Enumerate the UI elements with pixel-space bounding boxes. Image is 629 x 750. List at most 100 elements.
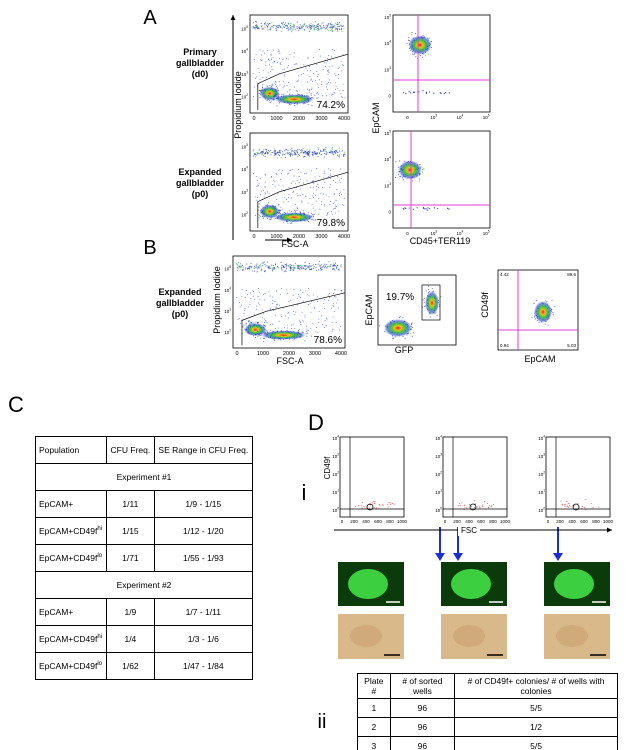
event-dot xyxy=(291,151,293,153)
event-dot xyxy=(269,308,271,309)
x-tick-label: 0 xyxy=(252,234,255,240)
event-dot xyxy=(306,180,308,182)
event-dot xyxy=(308,26,310,28)
event-dot xyxy=(470,506,472,508)
x-tick-label: 2000 xyxy=(293,116,305,122)
event-dot xyxy=(333,179,334,181)
event-dot xyxy=(325,24,327,26)
event-dot xyxy=(423,168,425,170)
event-dot xyxy=(333,303,335,305)
event-dot xyxy=(272,183,274,185)
event-dot xyxy=(304,29,306,31)
tick-exp: 4 xyxy=(440,435,442,439)
event-dot xyxy=(312,57,314,59)
event-dot xyxy=(237,262,239,264)
event-dot xyxy=(278,50,280,52)
tick-base: 10 xyxy=(332,436,338,441)
event-dot xyxy=(423,297,425,299)
event-dot xyxy=(286,327,288,329)
event-dot xyxy=(264,331,266,333)
event-dot xyxy=(258,182,260,184)
event-dot xyxy=(335,266,337,268)
event-dot xyxy=(259,96,261,98)
event-dot xyxy=(299,27,301,29)
event-dot xyxy=(282,151,284,153)
event-dot xyxy=(566,500,568,502)
event-dot xyxy=(266,330,268,332)
arrow-head xyxy=(287,237,292,243)
event-dot xyxy=(252,26,254,28)
population-cell: EpCAM+CD49flo xyxy=(34,544,108,572)
event-dot xyxy=(382,504,384,506)
x-tick-label: 200 xyxy=(556,519,564,524)
event-dot xyxy=(281,316,282,318)
event-dot xyxy=(419,55,421,57)
header-cell: # of CD49f+ colonies/ # of wells with co… xyxy=(454,673,618,699)
event-dot xyxy=(276,86,278,88)
tick-exp: 3 xyxy=(229,308,231,312)
event-dot xyxy=(331,330,333,332)
event-dot xyxy=(291,26,293,28)
event-dot xyxy=(343,155,345,157)
event-dot xyxy=(298,181,300,183)
axis-title: FSC-A xyxy=(277,356,304,366)
x-tick-label: 400 xyxy=(465,519,473,524)
event-dot xyxy=(294,153,296,155)
population-name: EpCAM+CD49f xyxy=(39,553,98,563)
event-dot xyxy=(260,263,262,265)
event-dot xyxy=(319,48,321,50)
event-dot xyxy=(321,81,323,83)
event-dot xyxy=(271,84,273,86)
event-dot xyxy=(279,169,281,171)
event-dot xyxy=(323,26,325,28)
event-dot xyxy=(278,154,280,156)
cell: 2 xyxy=(357,717,391,737)
event-dot xyxy=(286,267,288,269)
event-dot xyxy=(310,301,312,302)
event-dot xyxy=(264,325,266,327)
event-dot xyxy=(273,151,275,153)
event-dot xyxy=(269,102,271,104)
event-dot xyxy=(326,88,328,90)
event-dot xyxy=(273,154,275,156)
event-dot xyxy=(255,176,257,177)
event-dot xyxy=(271,267,273,269)
event-dot xyxy=(285,22,287,24)
event-dot xyxy=(560,500,562,502)
event-dot xyxy=(288,29,290,31)
event-dot xyxy=(329,24,331,26)
event-dot xyxy=(391,337,393,339)
event-dot xyxy=(320,268,322,270)
event-dot xyxy=(244,309,246,311)
y-tick-label: 102 xyxy=(332,471,339,478)
tick-exp: 5 xyxy=(246,25,248,29)
event-dot xyxy=(422,207,425,209)
event-dot xyxy=(315,326,317,328)
event-dot xyxy=(403,179,405,181)
event-dot xyxy=(305,152,307,154)
tick-base: 10 xyxy=(538,436,544,441)
event-dot xyxy=(278,267,280,269)
event-dot xyxy=(255,265,257,267)
gate-percent: 19.7% xyxy=(386,292,414,303)
plot-frame xyxy=(392,130,491,229)
event-dot xyxy=(334,288,336,290)
event-dot xyxy=(321,315,323,317)
event-dot xyxy=(282,69,284,71)
event-dot xyxy=(264,149,266,151)
event-dot xyxy=(298,320,300,322)
event-dot xyxy=(308,91,310,93)
event-dot xyxy=(340,28,342,30)
event-dot xyxy=(338,25,340,27)
event-dot xyxy=(308,65,310,67)
event-dot xyxy=(282,86,284,88)
event-dot xyxy=(249,292,251,294)
y-tick-label: 101 xyxy=(435,489,442,496)
event-dot xyxy=(585,509,587,511)
population-cell: EpCAM+CD49flo xyxy=(34,652,108,680)
event-dot xyxy=(428,37,430,39)
event-dot xyxy=(276,105,278,107)
event-dot xyxy=(275,172,277,174)
event-dot xyxy=(297,195,299,196)
event-dot xyxy=(411,32,413,34)
